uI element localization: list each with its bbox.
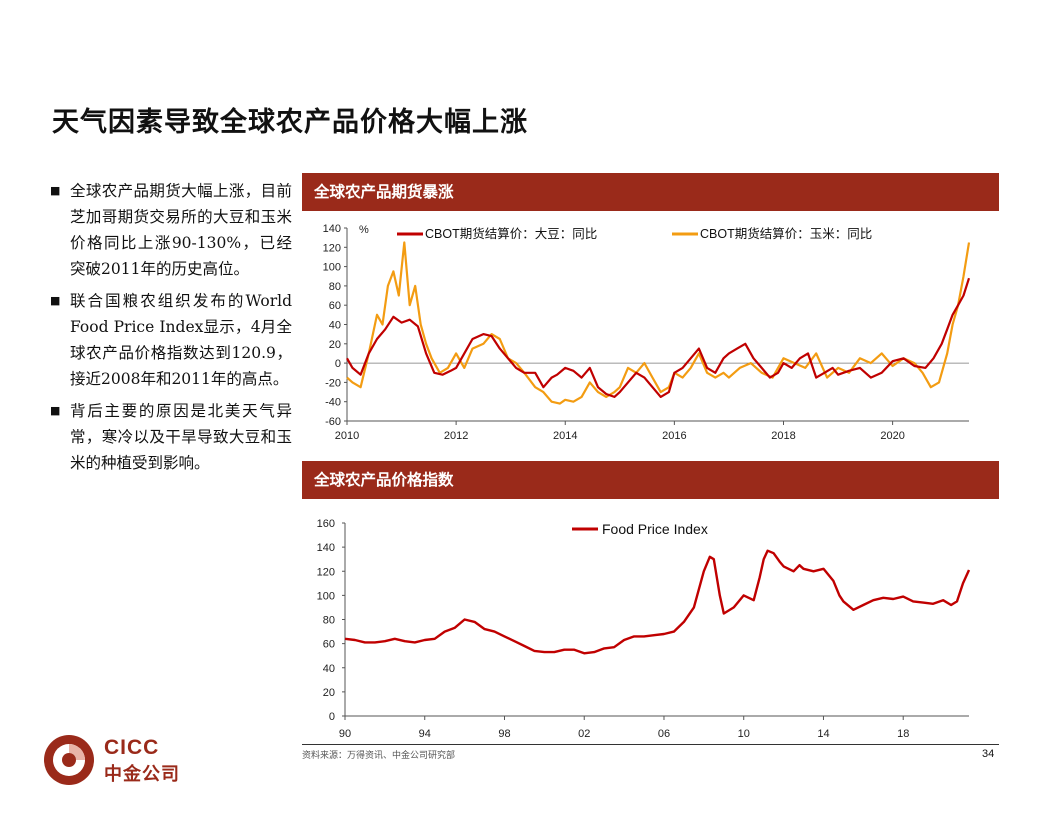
y-tick-label: 120	[317, 566, 335, 578]
legend-label: Food Price Index	[602, 521, 708, 537]
cicc-logo: CICC 中金公司	[42, 732, 202, 788]
y-tick-label: 120	[323, 242, 341, 254]
x-tick-label: 94	[419, 728, 431, 740]
y-tick-label: 160	[317, 518, 335, 530]
futures-yoy-chart: 140 120 100 80 60 40 20 0 -20 -40 -60 2010 2012 2014 2…	[323, 223, 971, 442]
bullet-text: 背后主要的原因是北美天气异常，寒冷以及干旱导致大豆和玉米的种植受到影响。	[70, 402, 292, 472]
y-tick-label: -40	[325, 397, 341, 409]
y-tick-label: -20	[325, 377, 341, 389]
legend-label: CBOT期货结算价：玉米：同比	[700, 226, 872, 241]
y-unit-label: %	[359, 224, 369, 236]
x-tick-label: 2020	[880, 430, 904, 442]
source-note: 资料来源：万得资讯、中金公司研究部	[302, 751, 456, 761]
chart2-title-bar: 全球农产品价格指数	[302, 461, 999, 499]
page-title: 天气因素导致全球农产品价格大幅上涨	[52, 107, 528, 138]
y-tick-label: 40	[323, 663, 335, 675]
y-tick-label: 0	[329, 711, 335, 723]
bullet-item: ■ 背后主要的原因是北美天气异常，寒冷以及干旱导致大豆和玉米的种植受到影响。	[50, 398, 292, 476]
footer-divider	[302, 744, 999, 745]
logo-text-cn: 中金公司	[104, 764, 180, 785]
x-tick-label: 90	[339, 728, 351, 740]
logo-text-en: CICC	[104, 736, 160, 759]
y-tick-label: 100	[317, 590, 335, 602]
x-tick-label: 2016	[662, 430, 686, 442]
series-line-fpi	[344, 549, 971, 655]
y-tick-label: 100	[323, 262, 341, 274]
series-line-1	[346, 241, 971, 405]
square-bullet-icon: ■	[50, 404, 61, 417]
x-tick-label: 98	[498, 728, 510, 740]
y-tick-label: 20	[323, 687, 335, 699]
series-line-0	[346, 277, 971, 398]
page-number: 34	[982, 748, 995, 760]
x-tick-label: 10	[738, 728, 750, 740]
y-tick-label: 140	[317, 542, 335, 554]
cicc-logo-icon	[44, 735, 94, 785]
y-tick-label: 80	[329, 281, 341, 293]
y-tick-label: -60	[325, 416, 341, 428]
chart1-title-bar: 全球农产品期货暴涨	[302, 173, 999, 211]
y-tick-label: 60	[323, 639, 335, 651]
bullet-text: 联合国粮农组织发布的World Food Price Index显示，4月全球农…	[70, 292, 292, 388]
y-tick-label: 140	[323, 223, 341, 235]
x-tick-label: 06	[658, 728, 670, 740]
y-tick-label: 0	[335, 358, 341, 370]
bullet-item: ■ 全球农产品期货大幅上涨，目前芝加哥期货交易所的大豆和玉米价格同比上涨90-1…	[50, 178, 292, 282]
square-bullet-icon: ■	[50, 294, 61, 307]
x-tick-label: 2014	[553, 430, 577, 442]
y-tick-label: 20	[329, 339, 341, 351]
x-tick-label: 18	[897, 728, 909, 740]
x-tick-label: 02	[578, 728, 590, 740]
bullet-text: 全球农产品期货大幅上涨，目前芝加哥期货交易所的大豆和玉米价格同比上涨90-130…	[70, 182, 292, 278]
x-tick-label: 14	[817, 728, 829, 740]
food-price-index-chart: 160 140 120 100 80 60 40 20 0 90 94 98 02 06 10 14 18 Foo…	[317, 518, 971, 740]
bullet-item: ■ 联合国粮农组织发布的World Food Price Index显示，4月全…	[50, 288, 292, 392]
x-tick-label: 2010	[335, 430, 359, 442]
y-tick-label: 60	[329, 300, 341, 312]
x-tick-label: 2012	[444, 430, 468, 442]
bullet-list: ■ 全球农产品期货大幅上涨，目前芝加哥期货交易所的大豆和玉米价格同比上涨90-1…	[50, 178, 292, 482]
y-tick-label: 80	[323, 615, 335, 627]
y-tick-label: 40	[329, 320, 341, 332]
x-tick-label: 2018	[771, 430, 795, 442]
legend-label: CBOT期货结算价：大豆：同比	[425, 226, 597, 241]
square-bullet-icon: ■	[50, 184, 61, 197]
